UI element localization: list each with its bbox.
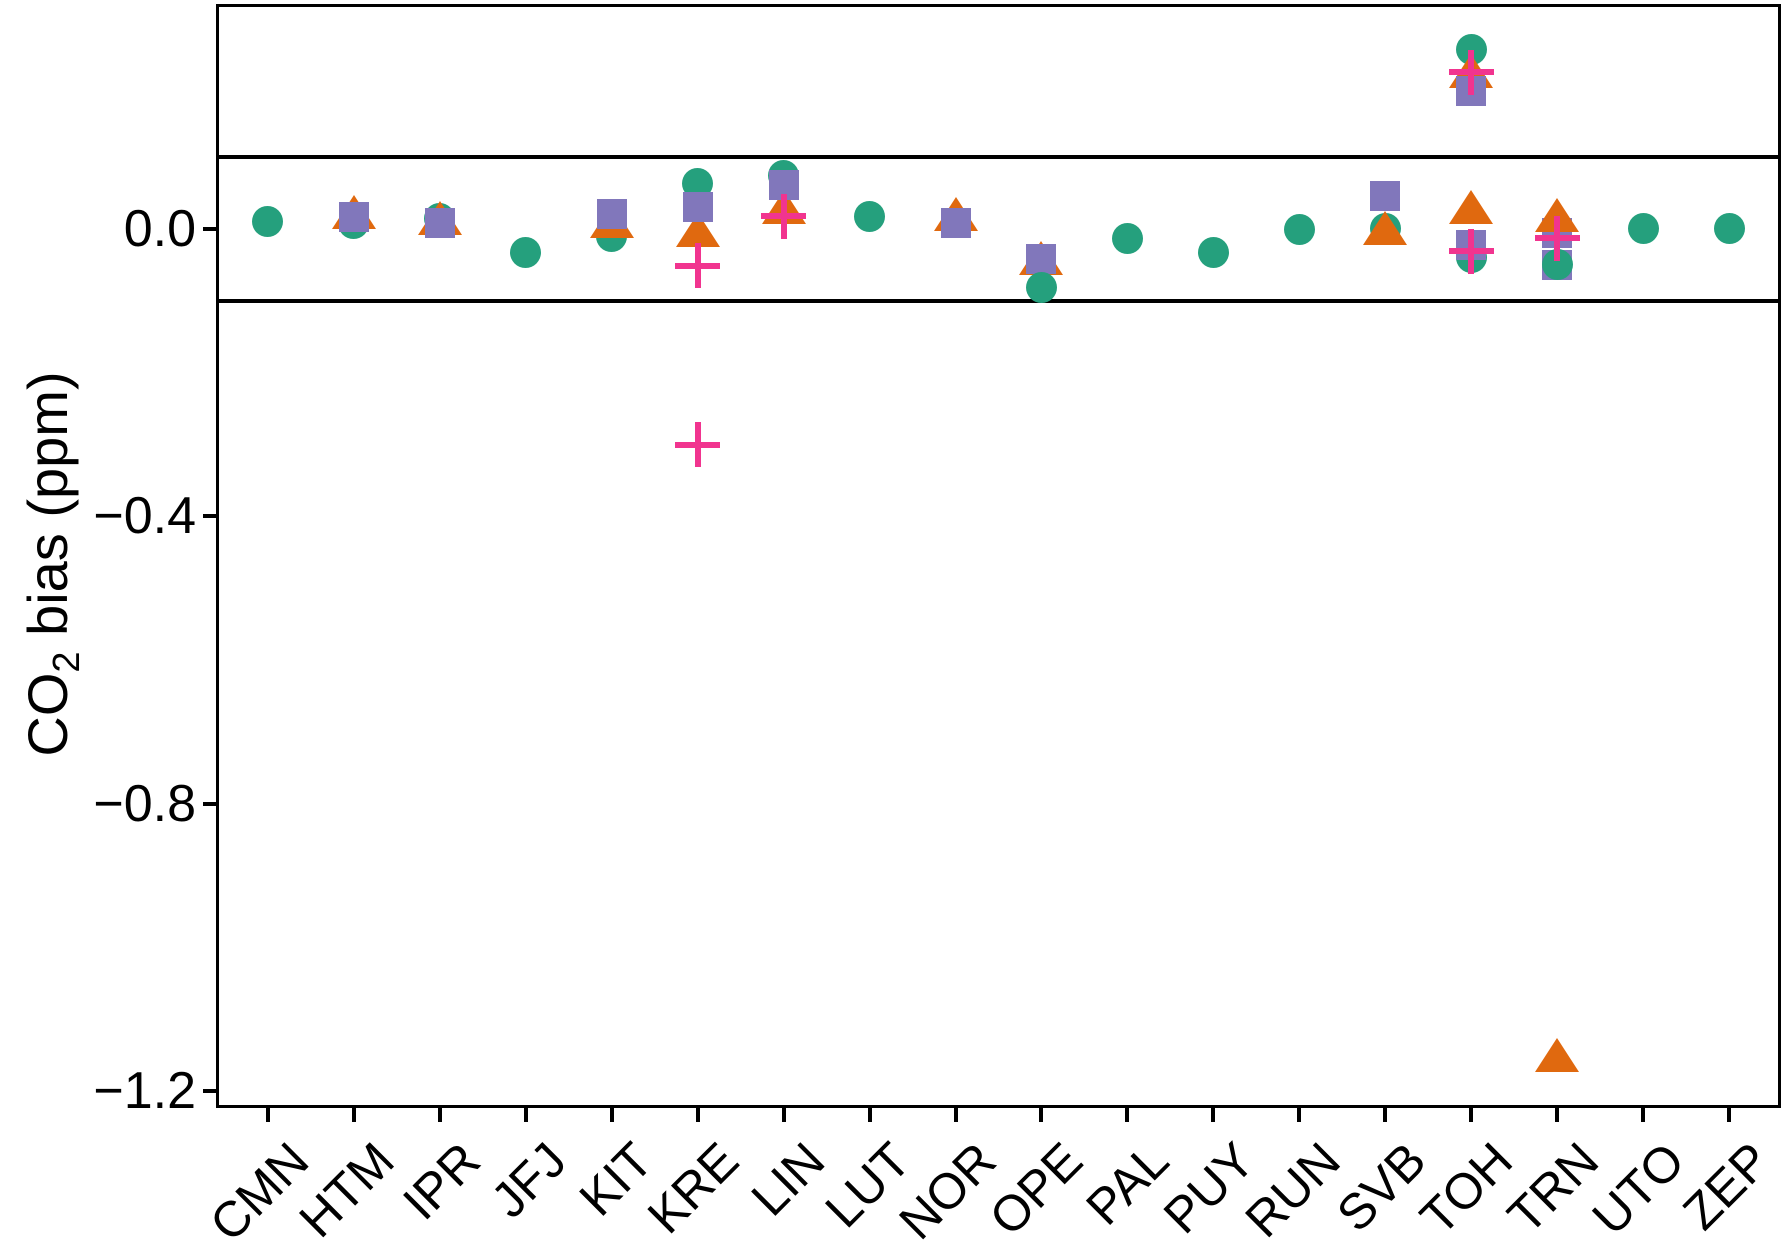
x-tick-label-uto: UTO	[1581, 1131, 1695, 1246]
marker-circle-lut	[854, 201, 886, 233]
marker-plus-trn	[1534, 215, 1580, 261]
x-tick-label-trn: TRN	[1496, 1131, 1609, 1245]
x-tick-label-lin: LIN	[740, 1131, 836, 1227]
y-tick-mark	[203, 801, 216, 806]
y-tick-label: −0.8	[93, 774, 196, 833]
marker-circle-puy	[1197, 237, 1229, 269]
x-tick-label-ope: OPE	[978, 1131, 1093, 1247]
plus-vertical-bar	[1468, 49, 1475, 95]
reference-line	[216, 155, 1781, 160]
y-axis-title: CO2 bias (ppm)	[16, 264, 88, 864]
x-tick-mark	[953, 1108, 958, 1122]
x-tick-mark	[523, 1108, 528, 1122]
x-tick-mark	[1039, 1108, 1044, 1122]
x-tick-label-toh: TOH	[1409, 1131, 1523, 1246]
y-tick-label: 0.0	[123, 199, 196, 258]
x-tick-label-ipr: IPR	[392, 1131, 492, 1231]
y-axis-title-subscript: 2	[46, 651, 88, 673]
x-tick-label-jfj: JFJ	[480, 1131, 578, 1229]
marker-square-kit	[596, 198, 627, 229]
x-tick-mark	[1125, 1108, 1130, 1122]
x-tick-mark	[1469, 1108, 1474, 1122]
x-tick-label-puy: PUY	[1152, 1131, 1265, 1245]
marker-square-ipr	[424, 208, 455, 239]
x-tick-mark	[609, 1108, 614, 1122]
x-tick-label-zep: ZEP	[1672, 1131, 1781, 1241]
x-tick-label-nor: NOR	[888, 1131, 1007, 1251]
marker-triangle-toh	[1449, 189, 1494, 224]
plus-vertical-bar	[694, 422, 701, 468]
x-tick-label-svb: SVB	[1326, 1131, 1437, 1243]
reference-line	[216, 298, 1781, 303]
marker-triangle-svb	[1363, 211, 1408, 246]
marker-plus-lin	[761, 193, 807, 239]
plus-vertical-bar	[694, 243, 701, 289]
marker-plus-kre	[675, 422, 721, 468]
y-tick-label: −1.2	[93, 1062, 196, 1121]
marker-square-kre	[682, 191, 713, 222]
x-tick-mark	[867, 1108, 872, 1122]
y-axis-title-post: bias (ppm)	[16, 371, 79, 652]
marker-plus-toh	[1448, 49, 1494, 95]
x-tick-mark	[351, 1108, 356, 1122]
y-axis-title-pre: CO	[16, 672, 79, 757]
x-tick-label-pal: PAL	[1075, 1131, 1179, 1236]
x-tick-mark	[265, 1108, 270, 1122]
marker-square-htm	[338, 201, 369, 232]
x-tick-mark	[437, 1108, 442, 1122]
marker-circle-zep	[1713, 213, 1745, 245]
x-tick-mark	[1727, 1108, 1732, 1122]
marker-triangle-trn	[1535, 1037, 1580, 1072]
x-tick-label-kre: KRE	[636, 1131, 750, 1245]
y-tick-mark	[203, 514, 216, 519]
marker-square-svb	[1370, 180, 1401, 211]
marker-circle-run	[1283, 214, 1315, 246]
marker-square-ope	[1026, 244, 1057, 275]
x-tick-mark	[1297, 1108, 1302, 1122]
marker-circle-uto	[1627, 212, 1659, 244]
y-tick-mark	[203, 226, 216, 231]
x-tick-label-htm: HTM	[288, 1131, 406, 1249]
x-tick-mark	[781, 1108, 786, 1122]
marker-circle-cmn	[252, 206, 284, 238]
y-tick-label: −0.4	[93, 487, 196, 546]
x-tick-mark	[1641, 1108, 1646, 1122]
x-tick-mark	[695, 1108, 700, 1122]
marker-plus-kre	[675, 243, 721, 289]
marker-plus-toh	[1448, 228, 1494, 274]
marker-square-nor	[940, 208, 971, 239]
x-tick-mark	[1211, 1108, 1216, 1122]
marker-circle-ope	[1025, 272, 1057, 304]
plus-vertical-bar	[1554, 215, 1561, 261]
x-tick-mark	[1383, 1108, 1388, 1122]
x-tick-label-cmn: CMN	[198, 1131, 320, 1252]
marker-circle-pal	[1111, 222, 1143, 254]
plus-vertical-bar	[780, 193, 787, 239]
plot-area	[216, 4, 1781, 1108]
x-tick-label-run: RUN	[1234, 1131, 1351, 1249]
marker-circle-jfj	[510, 237, 542, 269]
plus-vertical-bar	[1468, 228, 1475, 274]
y-tick-mark	[203, 1089, 216, 1094]
x-tick-mark	[1555, 1108, 1560, 1122]
